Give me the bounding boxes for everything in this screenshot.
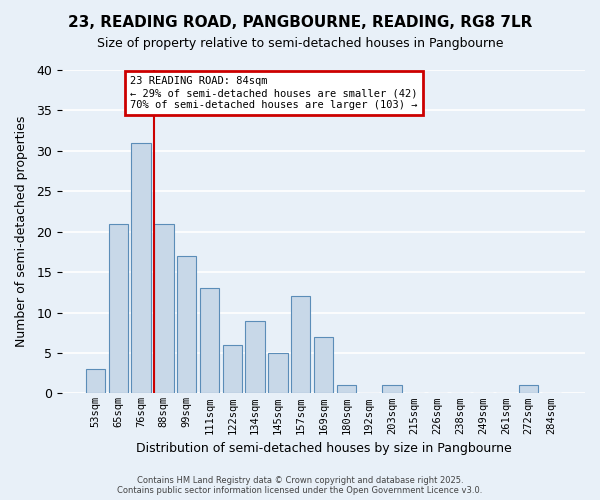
Text: 23, READING ROAD, PANGBOURNE, READING, RG8 7LR: 23, READING ROAD, PANGBOURNE, READING, R… [68,15,532,30]
Bar [382,386,401,394]
Text: Size of property relative to semi-detached houses in Pangbourne: Size of property relative to semi-detach… [97,38,503,51]
Bar [86,369,105,394]
X-axis label: Distribution of semi-detached houses by size in Pangbourne: Distribution of semi-detached houses by … [136,442,511,455]
Text: Contains HM Land Registry data © Crown copyright and database right 2025.
Contai: Contains HM Land Registry data © Crown c… [118,476,482,495]
Bar [245,320,265,394]
Bar [268,353,287,394]
Bar [177,256,196,394]
Bar [131,143,151,394]
Text: 23 READING ROAD: 84sqm
← 29% of semi-detached houses are smaller (42)
70% of sem: 23 READING ROAD: 84sqm ← 29% of semi-det… [130,76,418,110]
Bar [314,337,333,394]
Y-axis label: Number of semi-detached properties: Number of semi-detached properties [15,116,28,348]
Bar [291,296,310,394]
Bar [519,386,538,394]
Bar [154,224,173,394]
Bar [337,386,356,394]
Bar [200,288,219,394]
Bar [223,345,242,394]
Bar [109,224,128,394]
